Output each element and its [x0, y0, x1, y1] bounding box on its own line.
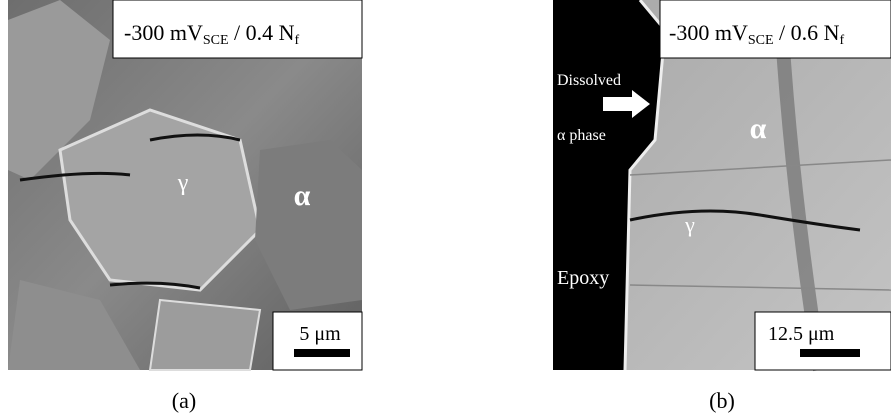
annotation: Dissolved	[557, 72, 621, 89]
annotation: α phase	[557, 127, 606, 144]
scale-bar-label: 12.5 μm	[768, 323, 835, 345]
annotation: α	[750, 112, 767, 145]
scale-bar-label: 5 μm	[299, 323, 341, 345]
caption: (b)	[709, 388, 735, 413]
annotation: α	[294, 179, 311, 212]
figure: -300 mVSCE / 0.4 Nf γ α 5 μm (a) -300 mV…	[0, 0, 891, 418]
annotation: Epoxy	[557, 267, 609, 289]
annotation: γ	[177, 170, 189, 196]
scale-bar	[294, 349, 350, 357]
scale-bar	[800, 349, 860, 357]
annotation: γ	[684, 212, 695, 237]
caption: (a)	[172, 388, 196, 413]
